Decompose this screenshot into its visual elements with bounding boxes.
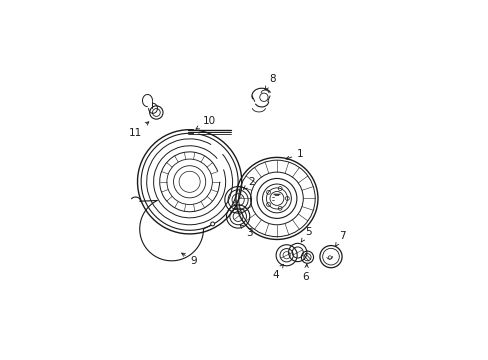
Text: 1: 1 <box>285 149 303 159</box>
Text: 9: 9 <box>182 253 197 266</box>
Text: 5: 5 <box>301 227 311 242</box>
Text: 4: 4 <box>272 264 283 280</box>
Circle shape <box>210 222 214 226</box>
Text: 2: 2 <box>243 177 255 189</box>
Text: 8: 8 <box>264 74 276 90</box>
Text: 11: 11 <box>128 122 148 138</box>
Text: 7: 7 <box>335 231 345 246</box>
Text: 3: 3 <box>240 225 252 238</box>
Text: 10: 10 <box>196 116 215 129</box>
Text: 6: 6 <box>302 264 309 282</box>
